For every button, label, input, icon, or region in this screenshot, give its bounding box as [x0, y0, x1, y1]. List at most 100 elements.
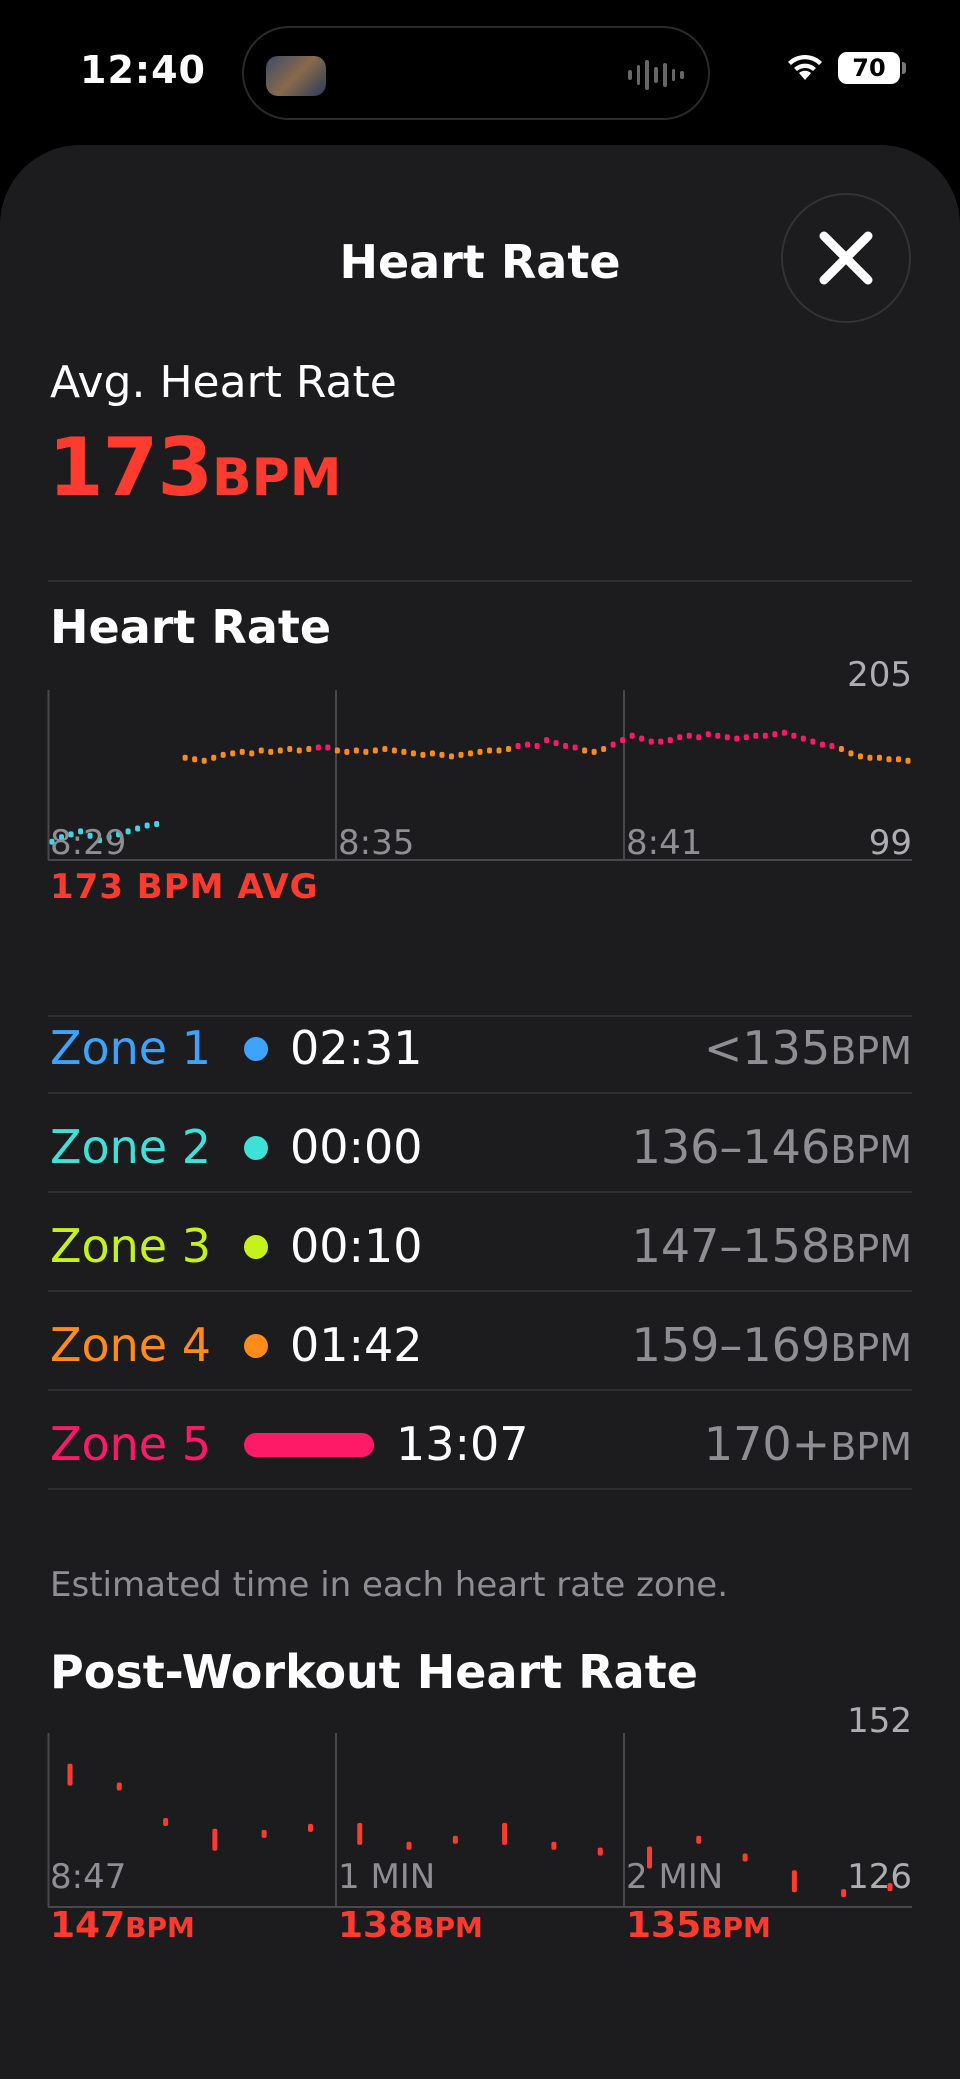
post-reading-value: 135 — [626, 1905, 702, 1946]
hr-data-point — [239, 748, 245, 755]
post-data-point — [116, 1782, 122, 1791]
hr-data-point — [677, 734, 683, 741]
zone-range: 136–146BPM — [632, 1120, 912, 1174]
zone-row[interactable]: Zone 4 01:42 159–169BPM — [48, 1292, 912, 1391]
zone-row[interactable]: Zone 1 02:31 <135BPM — [48, 995, 912, 1094]
post-reading-value: 147 — [50, 1905, 126, 1946]
divider — [48, 1290, 912, 1292]
zone-row[interactable]: Zone 5 13:07 170+BPM — [48, 1391, 912, 1490]
hr-data-point — [97, 837, 103, 844]
zone-range-value: 170+ — [703, 1417, 831, 1471]
dynamic-island[interactable] — [242, 26, 710, 120]
hr-data-point — [753, 732, 759, 739]
hr-data-point — [781, 729, 787, 736]
hr-data-point — [620, 737, 626, 744]
hr-data-point — [895, 756, 901, 763]
post-data-point — [261, 1829, 267, 1838]
post-data-point — [551, 1841, 557, 1850]
post-data-point — [307, 1823, 313, 1832]
hr-data-point — [610, 741, 616, 748]
zone-time-bar — [244, 1136, 268, 1160]
hr-data-point — [886, 756, 892, 763]
post-reading-unit: BPM — [413, 1911, 483, 1944]
hr-data-point — [49, 838, 55, 845]
zone-row[interactable]: Zone 3 00:10 147–158BPM — [48, 1193, 912, 1292]
x-tick-label: 8:41 — [626, 823, 703, 863]
y-min-label: 126 — [847, 1857, 912, 1897]
hr-data-point — [905, 757, 911, 764]
hr-data-point — [658, 738, 664, 745]
hr-data-point — [648, 738, 654, 745]
heart-rate-plot — [47, 690, 912, 861]
post-workout-plot — [47, 1733, 912, 1908]
hr-data-point — [639, 735, 645, 742]
heart-rate-section-title: Heart Rate — [50, 600, 332, 654]
hr-data-point — [553, 740, 559, 747]
hr-data-point — [734, 735, 740, 742]
hr-data-point — [667, 737, 673, 744]
hr-data-point — [420, 751, 426, 758]
hr-data-point — [800, 735, 806, 742]
hr-data-point — [867, 754, 873, 761]
zone-time: 00:10 — [290, 1219, 423, 1273]
hr-data-point — [182, 754, 188, 761]
now-playing-thumbnail — [266, 56, 326, 96]
hr-data-point — [116, 831, 122, 838]
avg-heart-rate-number: 173 — [48, 421, 213, 514]
zone-label: Zone 3 — [50, 1219, 211, 1273]
hr-data-point — [487, 747, 493, 754]
post-reading-unit: BPM — [125, 1911, 195, 1944]
zone-label: Zone 1 — [50, 1021, 211, 1075]
zone-row[interactable]: Zone 2 00:00 136–146BPM — [48, 1094, 912, 1193]
post-data-point — [887, 1883, 893, 1892]
hr-data-point — [715, 732, 721, 739]
hr-data-point — [106, 834, 112, 841]
post-data-point — [163, 1818, 169, 1826]
hr-data-point — [829, 743, 835, 750]
hr-data-point — [506, 745, 512, 752]
zone-time-bar — [244, 1433, 374, 1457]
hr-data-point — [705, 731, 711, 738]
divider — [48, 1488, 912, 1490]
heart-rate-chart[interactable]: 205 8:29 8:35 8:41 99 — [47, 655, 912, 865]
post-data-point — [696, 1835, 702, 1844]
zone-time: 02:31 — [290, 1021, 423, 1075]
avg-heart-rate-label: Avg. Heart Rate — [50, 357, 397, 408]
zone-time-bar — [244, 1235, 268, 1259]
zone-range: <135BPM — [704, 1021, 912, 1075]
hr-data-point — [791, 732, 797, 739]
hr-data-point — [686, 732, 692, 739]
hr-data-point — [277, 747, 283, 754]
hr-data-point — [838, 745, 844, 752]
hr-data-point — [144, 822, 150, 829]
x-tick-label: 1 MIN — [338, 1857, 436, 1897]
zone-time-bar — [244, 1037, 268, 1061]
y-max-label: 152 — [847, 1701, 912, 1741]
hr-data-point — [467, 750, 473, 757]
hr-data-point — [429, 750, 435, 757]
zone-range-unit: BPM — [830, 1425, 912, 1469]
hr-data-point — [439, 751, 445, 758]
close-icon — [819, 231, 873, 285]
hr-data-point — [410, 750, 416, 757]
hr-data-point — [525, 741, 531, 748]
hr-data-point — [515, 743, 521, 750]
hr-data-point — [258, 747, 264, 754]
sheet-title: Heart Rate — [339, 235, 621, 289]
hr-data-point — [68, 831, 74, 838]
divider — [48, 1389, 912, 1391]
hr-data-point — [724, 734, 730, 741]
hr-data-point — [458, 751, 464, 758]
hr-data-point — [78, 828, 84, 835]
hr-data-point — [391, 747, 397, 754]
zone-range-unit: BPM — [830, 1128, 912, 1172]
hr-data-point — [220, 751, 226, 758]
zone-time: 13:07 — [396, 1417, 529, 1471]
post-workout-title: Post-Workout Heart Rate — [50, 1645, 698, 1699]
y-max-label: 205 — [847, 655, 912, 695]
post-data-point — [67, 1763, 73, 1786]
close-button[interactable] — [781, 193, 911, 323]
post-workout-chart[interactable]: 152 8:47 1 MIN 2 MIN 126 — [47, 1701, 912, 1908]
zone-range-value: <135 — [703, 1021, 831, 1075]
hr-data-point — [563, 743, 569, 750]
